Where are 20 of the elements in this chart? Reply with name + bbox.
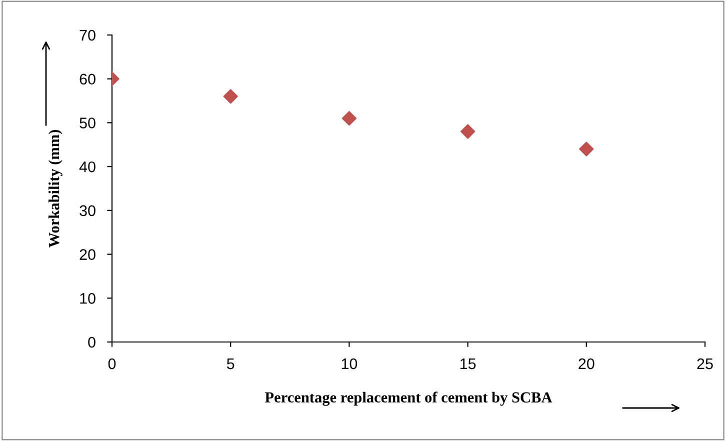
x-tick-label: 20 [578,358,594,370]
x-tick-label: 10 [342,358,358,370]
x-tick-label: 25 [697,358,713,370]
y-axis-title: Workability (mm) [48,130,62,248]
x-tick-label: 5 [226,358,234,370]
point [223,89,238,104]
y-tick-label: 40 [79,161,96,172]
y-tick-label: 0 [88,336,96,348]
y-tick-label: 70 [80,30,96,41]
y-tick-label: 50 [80,118,96,128]
x-tick-label: 0 [108,358,116,370]
point [460,124,476,139]
point [342,111,356,126]
x-axis-title: Percentage replacement of cement by SCBA [264,392,552,406]
y-tick-label: 10 [80,293,96,304]
point [579,142,594,156]
x-tick-label: 15 [460,358,476,370]
y-tick-label: 30 [80,205,96,216]
y-tick-label: 20 [80,249,96,260]
y-tick-label: 60 [80,74,96,85]
